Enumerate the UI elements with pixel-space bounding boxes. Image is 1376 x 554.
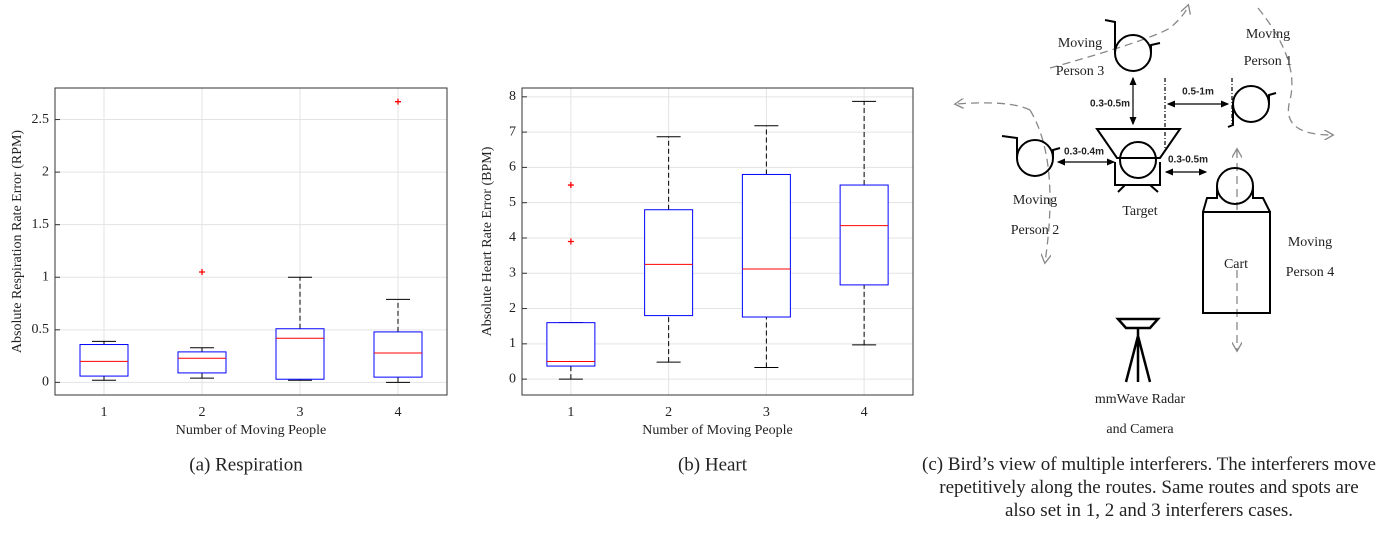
y-tick-label: 0.5 xyxy=(32,322,50,337)
chart-caption: (b) Heart xyxy=(678,454,748,475)
x-tick-label: 3 xyxy=(763,405,770,420)
target-label: Target xyxy=(1122,204,1157,219)
box xyxy=(839,184,889,286)
outlier xyxy=(567,238,574,245)
box xyxy=(741,173,791,318)
y-tick-label: 6 xyxy=(509,160,516,175)
distance-label: 0.3-0.5m xyxy=(1168,155,1208,166)
x-tick-label: 1 xyxy=(567,405,574,420)
radar-label: mmWave Radar xyxy=(1095,392,1186,407)
cart-label: Cart xyxy=(1224,257,1248,272)
diagram-caption: (c) Bird’s view of multiple interferers.… xyxy=(922,454,1376,521)
diagram: 0.3-0.5m 0.5-1m 0.3-0.4m 0.3-0.5m Moving… xyxy=(956,6,1334,437)
person-icon xyxy=(1227,85,1277,128)
distance-label: 0.3-0.5m xyxy=(1090,99,1130,110)
x-tick-label: 2 xyxy=(199,405,206,420)
y-tick-label: 1 xyxy=(509,336,516,351)
person-label: Person 3 xyxy=(1056,64,1105,79)
person-label: Moving xyxy=(1013,193,1057,208)
y-axis-label: Absolute Heart Rate Error (BPM) xyxy=(480,146,495,336)
y-axis-label: Absolute Respiration Rate Error (RPM) xyxy=(10,130,25,354)
outlier xyxy=(395,98,401,105)
y-tick-label: 2 xyxy=(509,301,516,316)
x-tick-label: 4 xyxy=(395,405,402,420)
y-tick-label: 2.5 xyxy=(32,112,50,127)
person-label: Person 4 xyxy=(1286,265,1335,280)
y-tick-label: 1.5 xyxy=(32,217,50,232)
person-label: Person 2 xyxy=(1011,223,1060,238)
distance-label: 0.5-1m xyxy=(1182,87,1214,98)
box xyxy=(546,322,596,367)
box xyxy=(373,331,423,378)
person-label: Moving xyxy=(1058,36,1102,51)
distance-markers xyxy=(1056,76,1233,176)
target-icon xyxy=(1095,128,1182,193)
person-label: Moving xyxy=(1288,235,1332,250)
x-tick-label: 2 xyxy=(665,405,672,420)
y-tick-label: 3 xyxy=(509,265,516,280)
x-axis-label: Number of Moving People xyxy=(176,423,326,438)
y-tick-label: 0 xyxy=(42,375,49,390)
route xyxy=(956,103,1031,111)
person-label: Person 1 xyxy=(1244,54,1293,69)
y-tick-label: 1 xyxy=(42,269,49,284)
y-tick-label: 5 xyxy=(509,195,516,210)
box xyxy=(644,209,694,317)
y-tick-label: 4 xyxy=(509,230,516,245)
person-label: Moving xyxy=(1246,27,1290,42)
axes-frame xyxy=(54,87,448,396)
outlier xyxy=(199,268,205,275)
y-tick-label: 8 xyxy=(509,89,516,104)
box xyxy=(275,328,325,380)
box xyxy=(79,344,129,377)
person-icon xyxy=(1104,19,1161,72)
x-axis-label: Number of Moving People xyxy=(642,423,792,438)
x-tick-label: 3 xyxy=(297,405,304,420)
chart-caption: (a) Respiration xyxy=(189,454,303,475)
outlier xyxy=(567,182,574,189)
y-tick-label: 2 xyxy=(42,164,49,179)
box xyxy=(177,351,227,374)
distance-label: 0.3-0.4m xyxy=(1064,147,1104,158)
person-icon xyxy=(1001,135,1061,177)
person-icon xyxy=(1202,167,1271,314)
radar-icon xyxy=(1115,317,1161,383)
x-tick-label: 1 xyxy=(101,405,108,420)
route xyxy=(1049,6,1188,69)
x-tick-label: 4 xyxy=(861,405,868,420)
y-tick-label: 0 xyxy=(509,371,516,386)
route xyxy=(1029,109,1050,262)
route xyxy=(1257,7,1332,135)
axes-frame xyxy=(521,87,914,396)
radar-label: and Camera xyxy=(1106,422,1174,437)
y-tick-label: 7 xyxy=(509,124,516,139)
